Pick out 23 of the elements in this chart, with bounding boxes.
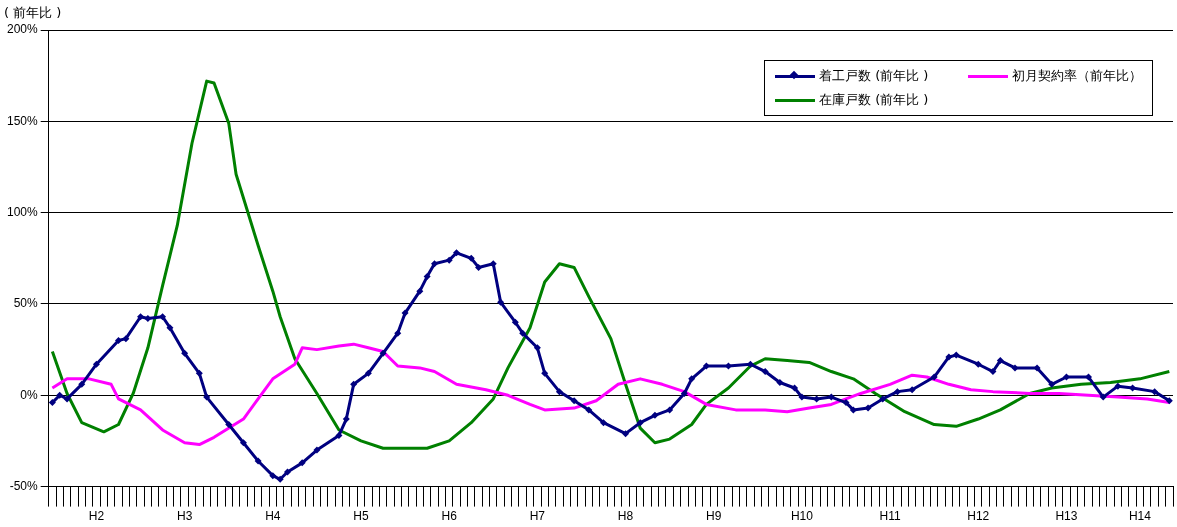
x-tick-label: H5 [353,509,369,524]
legend-label: 在庫戸数 (前年比 ) [819,91,929,109]
legend-label: 着工戸数 (前年比 ) [819,67,929,85]
y-tick-label: 0% [20,387,39,402]
x-tick-label: H6 [441,509,458,524]
x-tick-label: H2 [88,509,105,524]
y-tick-label: 100% [6,204,39,219]
y-tick-label: -50% [9,478,39,493]
x-tick-label: H9 [706,509,722,524]
x-tick-label: H10 [790,509,814,524]
y-tick-label: 150% [6,113,39,128]
x-tick-label: H11 [879,509,901,524]
x-tick-label: H13 [1055,509,1078,524]
x-tick-label: H4 [265,509,281,524]
x-tick-label: H7 [529,509,546,524]
x-tick-label: H14 [1128,509,1152,524]
x-tick-label: H8 [617,509,634,524]
y-tick-label: 50% [13,296,39,311]
y-tick-label: 200% [6,22,39,37]
legend-label: 初月契約率（前年比） [1012,67,1143,85]
y-axis-title: ( 前年比 ) [4,4,62,22]
x-tick-label: H3 [176,509,193,524]
x-tick-label: H12 [967,509,990,524]
